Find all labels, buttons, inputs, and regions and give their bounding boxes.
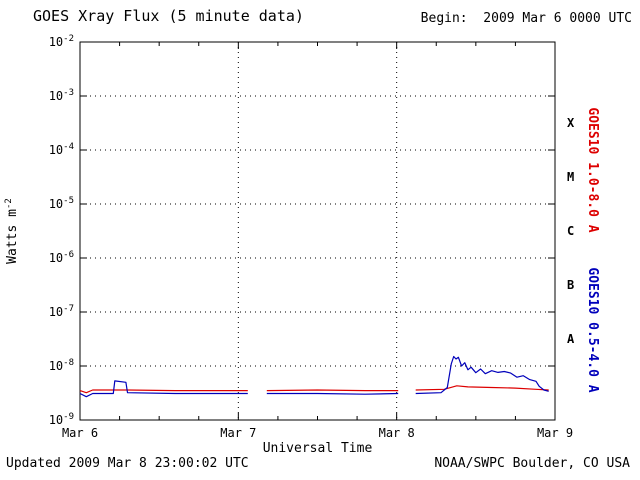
y-tick-label: 10-8 — [49, 358, 74, 373]
y-axis-title: Watts m-2 — [4, 198, 20, 264]
flare-class-B: B — [567, 278, 574, 292]
x-tick-label: Mar 7 — [220, 426, 256, 440]
begin-time-label: Begin: 2009 Mar 6 0000 UTC — [420, 11, 632, 26]
y-tick-label: 10-2 — [49, 34, 74, 49]
updated-timestamp: Updated 2009 Mar 8 23:00:02 UTC — [6, 456, 249, 471]
series-line-short — [266, 392, 399, 395]
flare-class-C: C — [567, 224, 574, 238]
x-tick-label: Mar 9 — [537, 426, 573, 440]
series-line-long — [266, 389, 399, 392]
chart-title: GOES Xray Flux (5 minute data) — [33, 7, 304, 25]
series-line-long — [415, 385, 549, 391]
series-line-short — [79, 380, 248, 398]
x-axis-title: Universal Time — [263, 441, 373, 456]
y-tick-label: 10-3 — [49, 88, 74, 103]
flare-class-A: A — [567, 332, 575, 346]
y-tick-label: 10-9 — [49, 412, 74, 427]
flare-class-M: M — [567, 170, 574, 184]
series-axis-label-short: GOES10 0.5-4.0 A — [585, 267, 600, 392]
series-line-short — [415, 355, 549, 395]
source-credit: NOAA/SWPC Boulder, CO USA — [434, 456, 630, 471]
series-axis-label-long: GOES10 1.0-8.0 A — [585, 107, 600, 232]
plot-frame — [79, 41, 556, 421]
y-tick-label: 10-4 — [49, 142, 74, 157]
flare-class-X: X — [567, 116, 575, 130]
y-tick-label: 10-5 — [49, 196, 74, 211]
x-tick-label: Mar 6 — [62, 426, 98, 440]
y-tick-label: 10-6 — [49, 250, 74, 265]
y-tick-label: 10-7 — [49, 304, 74, 319]
series-line-long — [79, 389, 248, 394]
x-tick-label: Mar 8 — [379, 426, 415, 440]
